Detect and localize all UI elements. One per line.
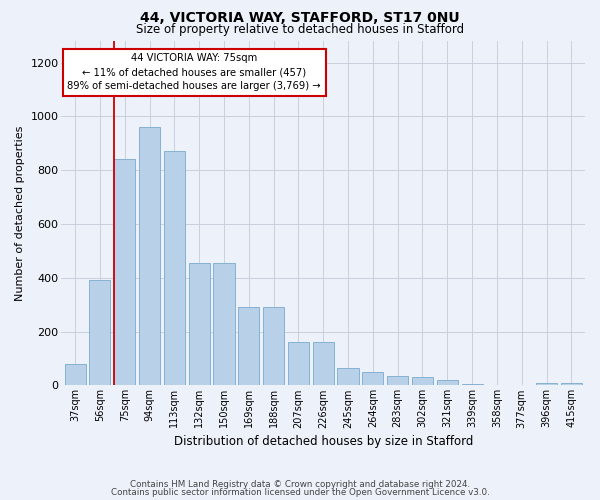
Bar bbox=[114, 160, 135, 386]
Bar bbox=[387, 376, 408, 386]
Bar bbox=[89, 280, 110, 386]
Bar bbox=[461, 384, 482, 386]
Bar bbox=[288, 342, 309, 386]
Bar bbox=[164, 152, 185, 386]
X-axis label: Distribution of detached houses by size in Stafford: Distribution of detached houses by size … bbox=[173, 434, 473, 448]
Text: 44, VICTORIA WAY, STAFFORD, ST17 0NU: 44, VICTORIA WAY, STAFFORD, ST17 0NU bbox=[140, 11, 460, 25]
Bar bbox=[561, 382, 582, 386]
Y-axis label: Number of detached properties: Number of detached properties bbox=[15, 126, 25, 301]
Bar bbox=[139, 127, 160, 386]
Bar bbox=[536, 382, 557, 386]
Bar bbox=[362, 372, 383, 386]
Bar bbox=[188, 263, 210, 386]
Bar bbox=[238, 308, 259, 386]
Bar bbox=[412, 378, 433, 386]
Bar bbox=[263, 308, 284, 386]
Text: Contains public sector information licensed under the Open Government Licence v3: Contains public sector information licen… bbox=[110, 488, 490, 497]
Text: Contains HM Land Registry data © Crown copyright and database right 2024.: Contains HM Land Registry data © Crown c… bbox=[130, 480, 470, 489]
Text: 44 VICTORIA WAY: 75sqm
← 11% of detached houses are smaller (457)
89% of semi-de: 44 VICTORIA WAY: 75sqm ← 11% of detached… bbox=[67, 53, 321, 91]
Bar bbox=[65, 364, 86, 386]
Bar bbox=[313, 342, 334, 386]
Bar bbox=[437, 380, 458, 386]
Bar bbox=[214, 263, 235, 386]
Text: Size of property relative to detached houses in Stafford: Size of property relative to detached ho… bbox=[136, 22, 464, 36]
Bar bbox=[337, 368, 359, 386]
